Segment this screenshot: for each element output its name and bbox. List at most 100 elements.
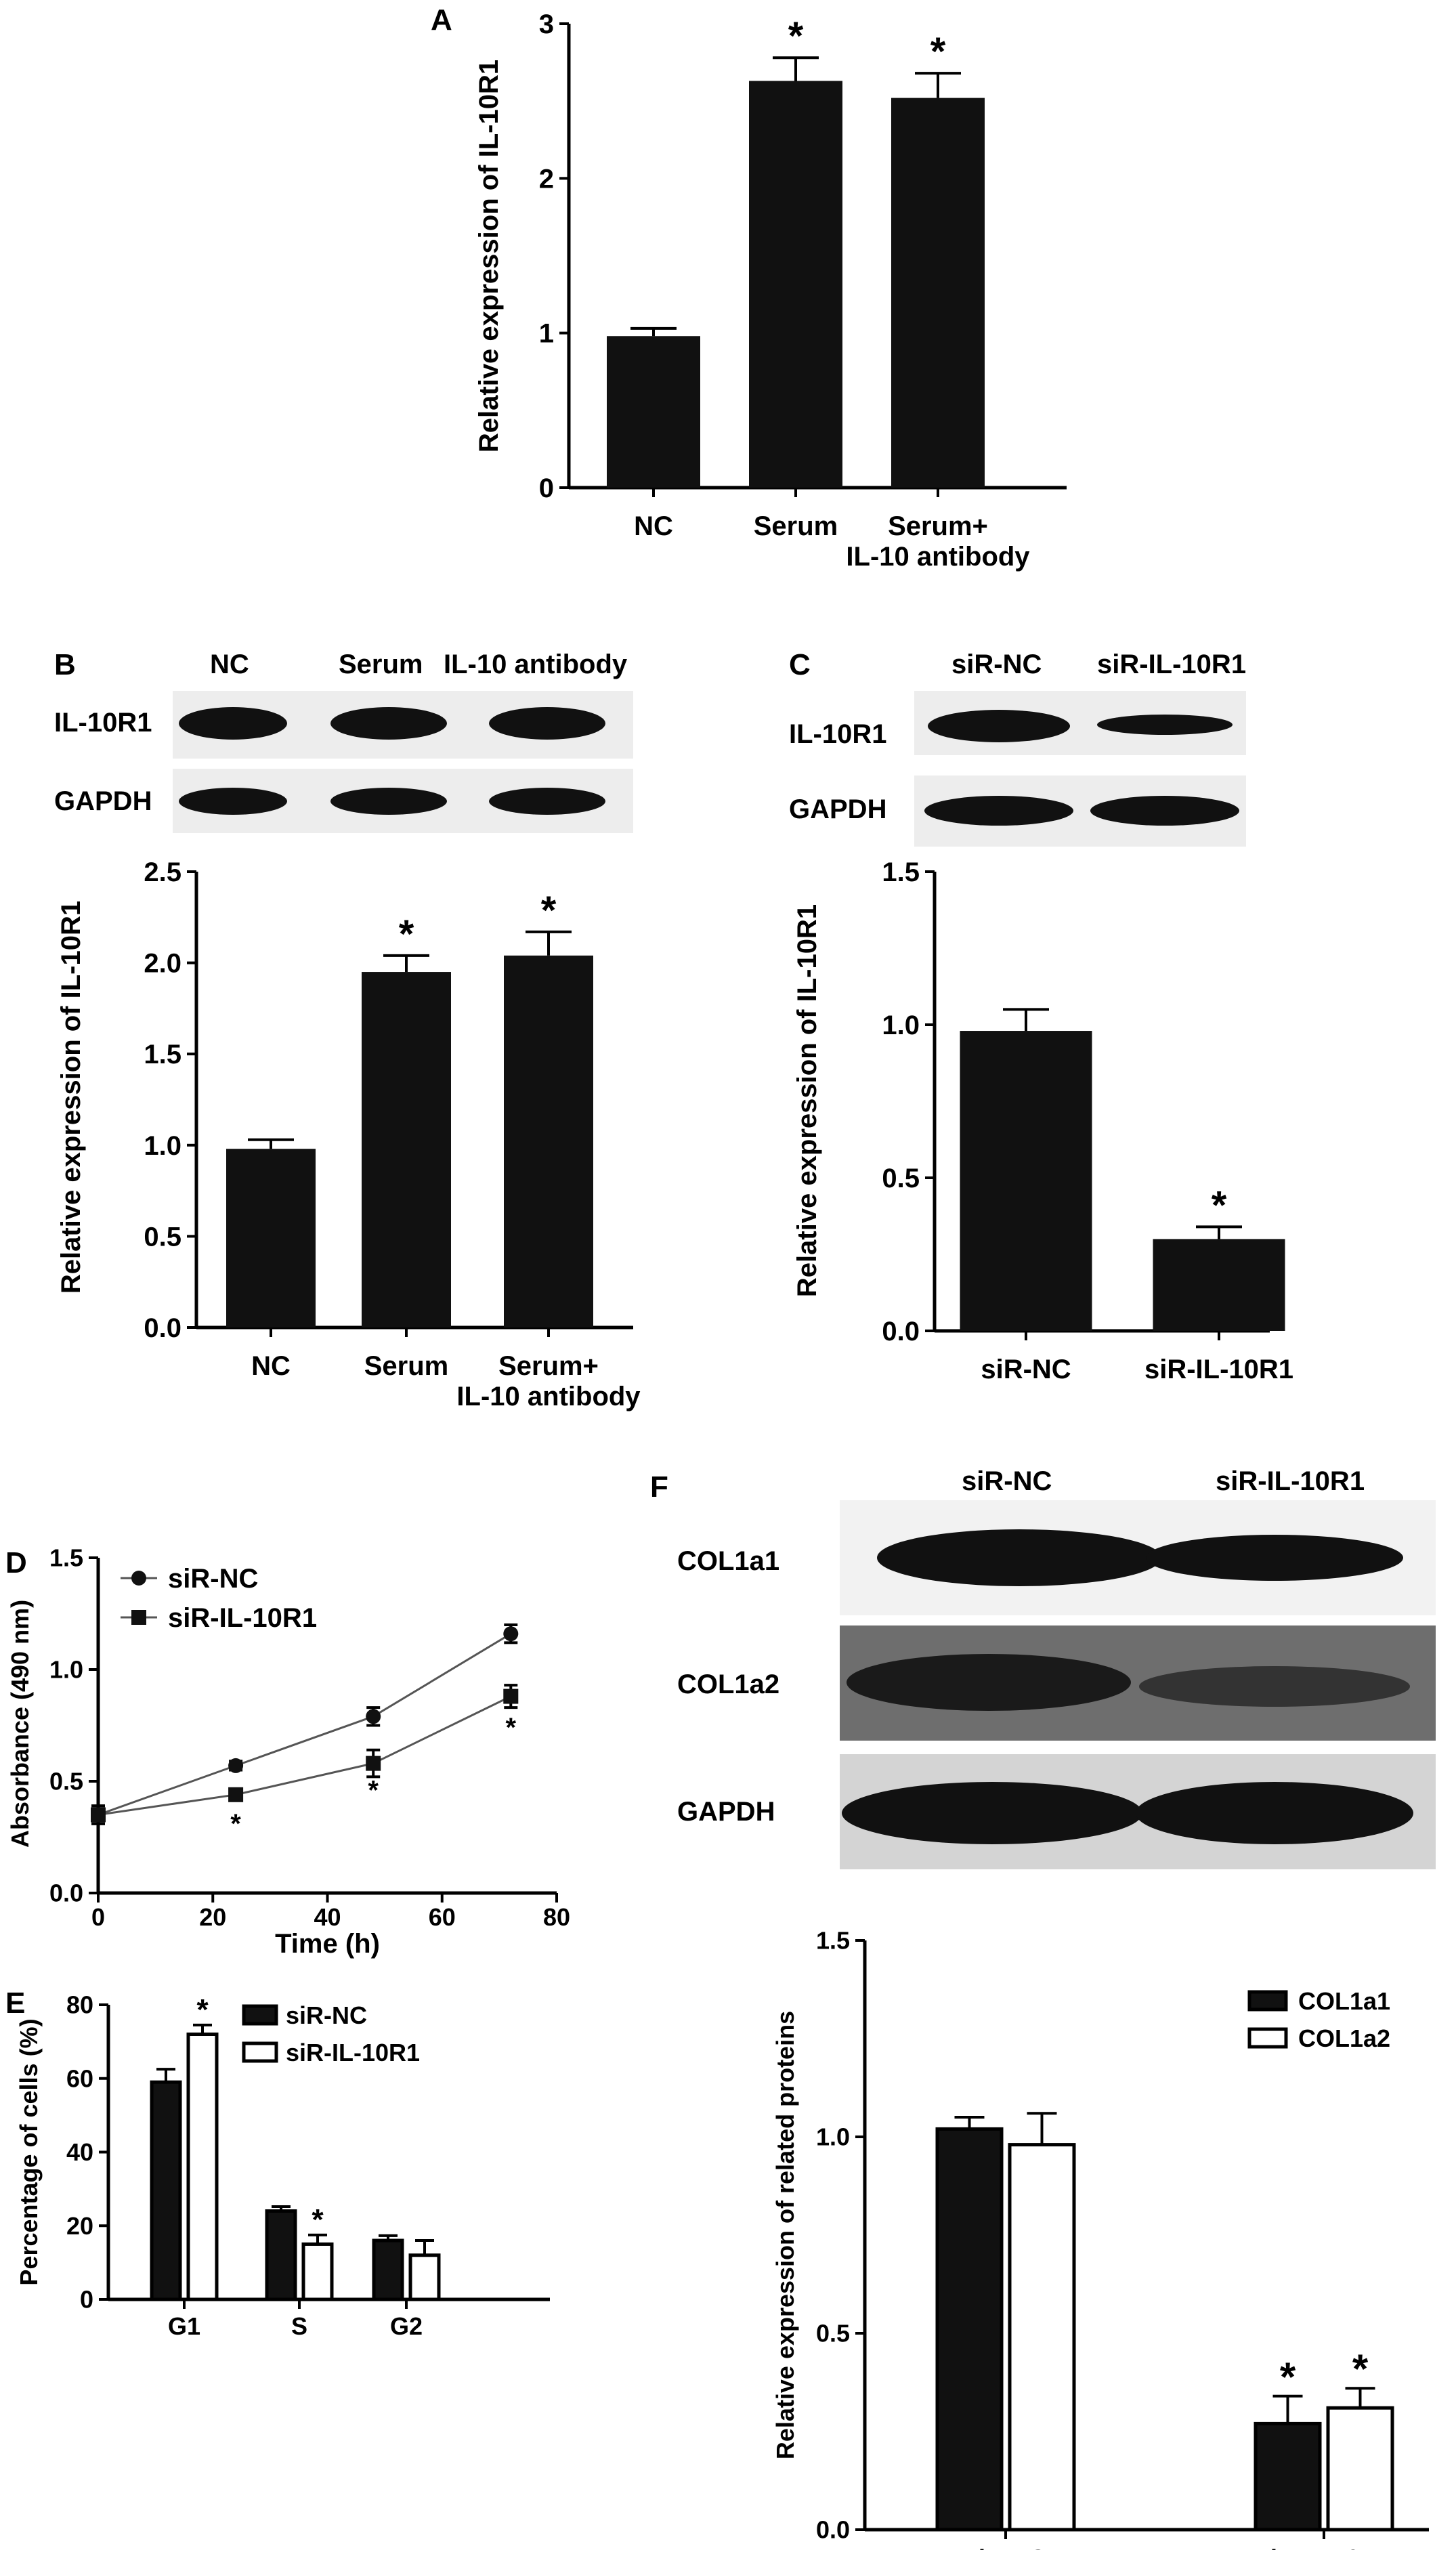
y-tick-label: 0.0	[144, 1313, 181, 1343]
bar	[1008, 2143, 1076, 2532]
panel-letter-a: A	[431, 3, 452, 37]
bar	[607, 336, 700, 488]
y-tick-label: 1	[539, 319, 554, 349]
bar	[960, 1031, 1092, 1331]
blot-f-row-label-col1a1: COL1a1	[677, 1546, 779, 1576]
data-point	[366, 1709, 381, 1724]
panel-letter-c: C	[789, 648, 811, 681]
blot-b-row-label-il10r1: IL-10R1	[54, 708, 152, 738]
panel-letter-b: B	[54, 648, 76, 681]
y-tick-label: 0.5	[144, 1222, 181, 1252]
y-tick-label: 1.0	[816, 2123, 850, 2151]
x-category-label: siR-NC	[981, 1355, 1071, 1384]
x-category-label: siR-NC	[965, 2545, 1046, 2550]
x-category-label: NC	[251, 1351, 291, 1381]
y-axis-label: Relative expression of IL-10R1	[474, 60, 504, 452]
panel-letter-d: D	[5, 1546, 27, 1579]
blot-band	[1097, 715, 1233, 735]
data-point	[91, 1807, 106, 1823]
x-category-label: siR-IL-10R1	[1144, 1355, 1293, 1384]
y-tick-label: 0.0	[882, 1317, 920, 1346]
significance-star: *	[1352, 2346, 1369, 2392]
y-tick-label: 0.5	[882, 1164, 920, 1193]
blot-band	[924, 796, 1073, 826]
blot-b-lane-nc: NC	[210, 650, 249, 679]
y-axis-label: Relative expression of IL-10R1	[792, 904, 822, 1297]
legend-marker	[131, 1571, 146, 1586]
y-tick-label: 0.0	[816, 2516, 850, 2544]
blot-band	[928, 710, 1070, 742]
bar	[408, 2253, 441, 2301]
bar	[935, 2127, 1004, 2532]
x-category-label: G2	[390, 2312, 423, 2340]
y-tick-label: 1.5	[816, 1927, 850, 1955]
blot-c-row-label-il10r1: IL-10R1	[789, 719, 887, 749]
panel-letter-e: E	[5, 1986, 25, 2020]
blot-b-row-label-gapdh: GAPDH	[54, 786, 152, 816]
bar	[226, 1149, 316, 1327]
y-tick-label: 1.0	[144, 1131, 181, 1161]
y-tick-label: 40	[66, 2138, 93, 2166]
bar	[150, 2080, 182, 2301]
chart-f: 0.0 0.5 1.0 1.5 Relative expression of relat…	[771, 1927, 1429, 2550]
bar	[362, 972, 451, 1327]
significance-star: *	[541, 889, 557, 933]
data-point	[228, 1787, 244, 1802]
y-tick-label: 2.5	[144, 857, 181, 887]
y-tick-label: 1.5	[49, 1544, 83, 1572]
blot-band	[330, 788, 447, 815]
chart-e: 0 20 40 60 80 Percentage of cells (%) * G1 * S G2 s…	[15, 1991, 550, 2340]
significance-star: *	[368, 1776, 379, 1806]
blot-band	[489, 788, 605, 815]
legend-label: siR-IL-10R1	[286, 2039, 420, 2066]
y-tick-label: 0.5	[49, 1768, 83, 1795]
x-tick-label: 0	[91, 1903, 105, 1931]
blot-band	[877, 1529, 1161, 1586]
significance-star: *	[788, 14, 804, 58]
blot-band	[842, 1782, 1142, 1844]
bar	[1254, 2421, 1322, 2532]
y-tick-label: 1.5	[144, 1040, 181, 1069]
x-category-label: S	[291, 2312, 307, 2340]
y-tick-label: 0.0	[49, 1879, 83, 1907]
significance-star: *	[930, 30, 946, 74]
bar	[1326, 2406, 1394, 2532]
blot-c-lane-sirnc: siR-NC	[951, 650, 1042, 679]
x-axis-label: Time (h)	[275, 1929, 380, 1959]
x-category-label: IL-10 antibody	[456, 1382, 641, 1411]
chart-a: 0 1 2 3 Relative expression of IL-10R1 NC * Ser…	[474, 9, 1067, 572]
bar	[265, 2209, 297, 2301]
legend-label: COL1a1	[1298, 1987, 1390, 2015]
blot-b-lane-serum: Serum	[339, 650, 423, 679]
blot-band	[330, 707, 447, 740]
x-category-label: Serum+	[498, 1351, 599, 1381]
legend-label: siR-NC	[168, 1564, 258, 1594]
x-category-label: siR-IL-10R1	[1257, 2545, 1391, 2550]
x-category-label: G1	[168, 2312, 200, 2340]
legend-swatch	[1247, 2027, 1288, 2049]
significance-star: *	[1280, 2354, 1296, 2400]
y-tick-label: 1.0	[49, 1656, 83, 1684]
x-category-label: NC	[634, 511, 673, 541]
y-tick-label: 0	[80, 2286, 93, 2314]
y-tick-label: 2	[539, 164, 554, 194]
y-axis-label: Percentage of cells (%)	[15, 2018, 43, 2285]
legend-label: siR-NC	[286, 2001, 367, 2029]
blot-f-lane-sir: siR-IL-10R1	[1216, 1466, 1365, 1496]
bar	[891, 98, 985, 488]
legend-swatch	[242, 2004, 278, 2026]
x-tick-label: 80	[543, 1903, 570, 1931]
blot-band	[1090, 796, 1239, 826]
blot-band	[179, 788, 287, 815]
bar	[372, 2238, 404, 2301]
panel-letter-f: F	[650, 1470, 668, 1504]
y-tick-label: 1.5	[882, 857, 920, 887]
legend-label: siR-IL-10R1	[168, 1603, 317, 1633]
y-tick-label: 3	[539, 9, 554, 39]
significance-star: *	[230, 1809, 241, 1839]
blot-f-row-label-gapdh: GAPDH	[677, 1797, 775, 1827]
bar	[301, 2242, 334, 2301]
y-axis-label: Relative expression of IL-10R1	[56, 901, 86, 1294]
blot-b: NC Serum IL-10 antibody IL-10R1 GAPDH	[54, 650, 633, 833]
